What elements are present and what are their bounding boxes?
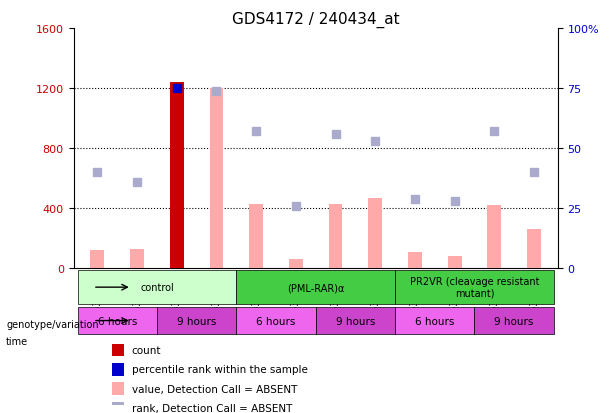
Text: PR2VR (cleavage resistant
mutant): PR2VR (cleavage resistant mutant) [409,277,539,298]
Text: count: count [132,345,161,355]
FancyBboxPatch shape [77,308,157,334]
Bar [112,402,124,413]
Bar [487,206,501,269]
Bar [249,204,263,269]
Bar [329,204,343,269]
Bar [170,83,184,269]
Bar [447,257,462,269]
Bar [289,260,303,269]
Bar [112,363,124,376]
FancyBboxPatch shape [236,308,316,334]
FancyBboxPatch shape [77,271,236,304]
FancyBboxPatch shape [474,308,554,334]
Text: 6 hours: 6 hours [415,316,454,326]
Text: time: time [6,336,28,346]
Text: 6 hours: 6 hours [97,316,137,326]
Bar [368,198,382,269]
FancyBboxPatch shape [236,271,395,304]
Text: genotype/variation: genotype/variation [6,319,99,329]
Title: GDS4172 / 240434_at: GDS4172 / 240434_at [232,12,400,28]
Text: rank, Detection Call = ABSENT: rank, Detection Call = ABSENT [132,403,292,413]
Bar [112,382,124,395]
Text: 9 hours: 9 hours [495,316,534,326]
Bar [112,344,124,356]
Bar [130,249,144,269]
Text: 9 hours: 9 hours [177,316,216,326]
Text: control: control [140,282,174,292]
Text: percentile rank within the sample: percentile rank within the sample [132,364,308,374]
Text: 9 hours: 9 hours [336,316,375,326]
FancyBboxPatch shape [395,308,474,334]
Text: (PML-RAR)α: (PML-RAR)α [287,282,345,292]
Text: 6 hours: 6 hours [256,316,295,326]
Bar [210,89,223,269]
Text: value, Detection Call = ABSENT: value, Detection Call = ABSENT [132,384,297,394]
FancyBboxPatch shape [157,308,236,334]
Bar [91,251,104,269]
Bar [408,252,422,269]
FancyBboxPatch shape [316,308,395,334]
FancyBboxPatch shape [395,271,554,304]
Bar [527,230,541,269]
